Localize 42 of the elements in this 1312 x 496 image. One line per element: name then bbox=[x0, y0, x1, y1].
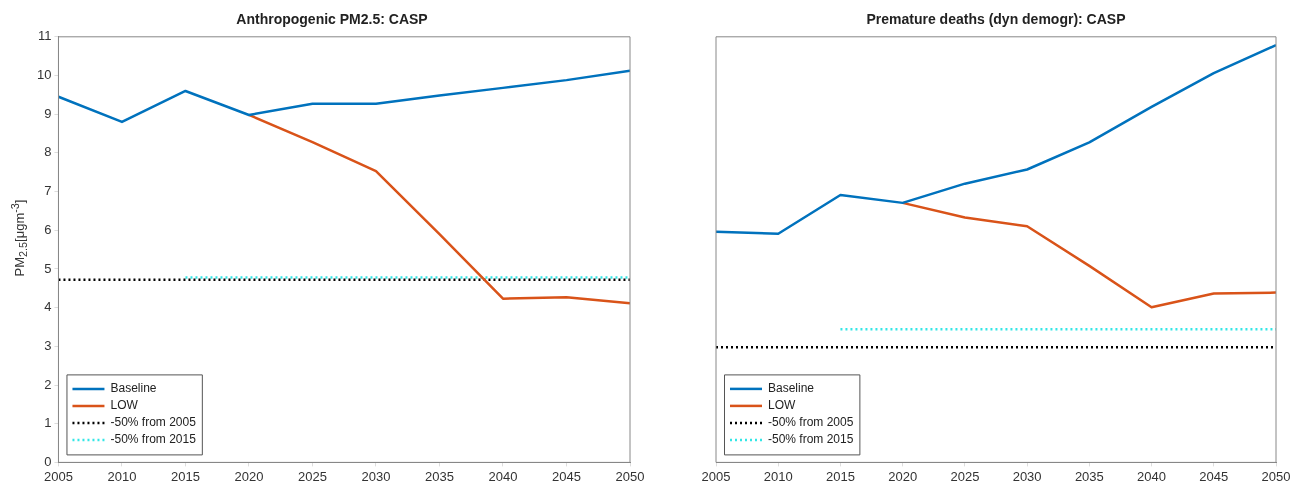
x-tick-label: 2030 bbox=[1012, 468, 1042, 484]
x-tick-label: 2015 bbox=[825, 468, 855, 484]
legend-label: LOW bbox=[110, 398, 139, 413]
y-tick-label: 1 bbox=[44, 415, 52, 431]
y-tick-label: 7 bbox=[44, 183, 52, 199]
x-tick-label: 2020 bbox=[234, 468, 264, 484]
legend-label: LOW bbox=[768, 398, 797, 413]
y-tick-label: 6 bbox=[44, 221, 52, 237]
legend-label: Baseline bbox=[768, 381, 815, 396]
x-tick-label: 2020 bbox=[888, 468, 918, 484]
x-tick-label: 2005 bbox=[44, 468, 73, 484]
x-tick-label: 2010 bbox=[107, 468, 137, 484]
x-tick-label: 2030 bbox=[361, 468, 391, 484]
y-tick-label: 5 bbox=[44, 260, 52, 276]
x-tick-label: 2015 bbox=[171, 468, 200, 484]
y-tick-label: 4 bbox=[44, 299, 52, 315]
x-tick-label: 2050 bbox=[615, 468, 645, 484]
chart-title: Premature deaths (dyn demogr): CASP bbox=[866, 11, 1126, 28]
y-tick-label: 8 bbox=[44, 144, 52, 160]
y-tick-label: 11 bbox=[37, 28, 52, 44]
y-tick-label: 3 bbox=[44, 337, 52, 353]
legend-label: -50% from 2015 bbox=[110, 432, 197, 447]
y-tick-label: 9 bbox=[44, 105, 52, 121]
x-tick-label: 2035 bbox=[1074, 468, 1104, 484]
legend-label: Baseline bbox=[110, 381, 157, 396]
x-tick-label: 2010 bbox=[763, 468, 793, 484]
y-tick-label: 2 bbox=[44, 376, 52, 392]
legend-label: -50% from 2005 bbox=[768, 415, 854, 430]
legend-label: -50% from 2005 bbox=[110, 415, 197, 430]
x-tick-label: 2045 bbox=[1199, 468, 1229, 484]
x-tick-label: 2035 bbox=[425, 468, 454, 484]
legend-label: -50% from 2015 bbox=[768, 432, 854, 447]
x-tick-label: 2040 bbox=[1137, 468, 1167, 484]
y-tick-label: 0 bbox=[44, 453, 52, 469]
chart-title: Anthropogenic PM2.5: CASP bbox=[236, 11, 428, 28]
x-tick-label: 2050 bbox=[1261, 468, 1291, 484]
x-tick-label: 2025 bbox=[298, 468, 327, 484]
x-tick-label: 2040 bbox=[488, 468, 518, 484]
y-tick-label: 10 bbox=[36, 67, 52, 83]
x-tick-label: 2045 bbox=[552, 468, 581, 484]
x-tick-label: 2025 bbox=[950, 468, 980, 484]
x-tick-label: 2005 bbox=[701, 468, 731, 484]
